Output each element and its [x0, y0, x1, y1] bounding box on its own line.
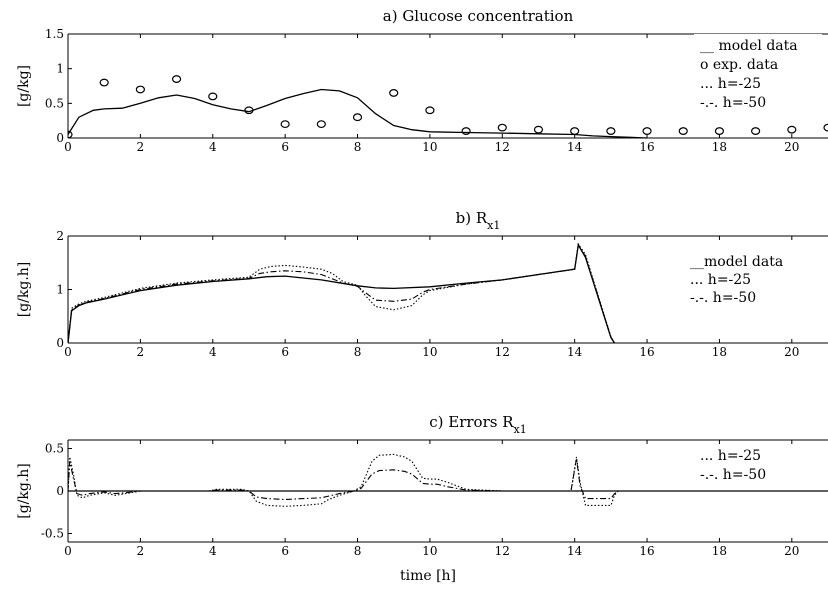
x-tick-label: 0 [64, 140, 72, 154]
series-line-h-25 [68, 242, 615, 344]
x-tick-label: 4 [209, 140, 217, 154]
x-tick-label: 16 [639, 140, 654, 154]
legend-entry: -.-. h=-50 [690, 290, 756, 306]
panel-title: c) Errors Rx1 [429, 413, 526, 436]
x-tick-label: 10 [422, 345, 437, 359]
y-tick-label: -0.5 [41, 527, 64, 541]
x-tick-label: 12 [495, 140, 510, 154]
x-tick-label: 2 [137, 140, 145, 154]
x-tick-label: 4 [209, 544, 217, 558]
panel-title-subscript: x1 [487, 219, 500, 232]
x-tick-label: 6 [281, 140, 289, 154]
data-point-exp-data [714, 127, 725, 135]
legend-entry: ... h=-25 [700, 448, 761, 464]
x-tick-label: 10 [422, 544, 437, 558]
x-tick-label: 8 [354, 140, 362, 154]
panel-3: c) Errors Rx1 [g/kg.h] 0 2 4 6 8 10 12 14 16 18 20 -0… [16, 413, 828, 584]
data-point-exp-data [751, 127, 761, 135]
x-tick-label: 18 [712, 140, 727, 154]
series-line-h-50 [68, 243, 615, 344]
x-tick-label: 8 [354, 345, 362, 359]
series-line-h-50 [68, 458, 828, 501]
x-tick-label: 16 [639, 544, 654, 558]
legend-background [694, 34, 822, 116]
data-point-exp-data [316, 120, 326, 129]
y-tick-label: 1 [56, 283, 64, 297]
y-tick-label: 1 [56, 62, 64, 76]
x-tick-label: 8 [354, 544, 362, 558]
data-point-exp-data [823, 123, 828, 132]
x-tick-label: 4 [209, 345, 217, 359]
panel-2: b) Rx1[g/kg.h]0 2 4 6 8 10 12 14 16 18 20012__mode… [16, 209, 828, 359]
data-point-exp-data [135, 85, 145, 94]
x-tick-label: 20 [784, 544, 799, 558]
panel-title-main: c) Errors R [429, 413, 514, 431]
x-tick-label: 2 [137, 345, 145, 359]
data-point-exp-data [678, 127, 688, 135]
data-point-exp-data [497, 123, 507, 132]
data-point-exp-data [787, 125, 797, 134]
data-point-exp-data [461, 127, 471, 135]
data-point-exp-data [99, 78, 109, 87]
panel-title: a) Glucose concentration [383, 7, 574, 25]
data-point-exp-data [171, 75, 182, 83]
x-tick-label: 0 [64, 544, 72, 558]
legend-entry: o exp. data [700, 57, 778, 73]
data-point-exp-data [280, 120, 290, 129]
x-tick-label: 18 [712, 544, 727, 558]
data-point-exp-data [570, 127, 580, 135]
y-tick-label: 0 [56, 484, 64, 498]
x-tick-label: 14 [567, 345, 583, 359]
y-axis-label: [g/kg] [16, 65, 32, 107]
series-line-model-data [68, 88, 648, 139]
data-point-exp-data [352, 113, 363, 122]
x-axis-label: time [h] [400, 568, 456, 584]
data-point-exp-data [208, 92, 218, 101]
legend-entry: -.-. h=-50 [700, 95, 766, 111]
x-tick-label: 12 [495, 544, 510, 558]
panel-1: a) Glucose concentration[g/kg]0 2 4 6 8 10 12 1… [16, 7, 828, 154]
panel-title-main: a) Glucose concentration [383, 7, 574, 25]
y-tick-label: 0 [56, 336, 64, 350]
x-tick-label: 10 [422, 140, 437, 154]
data-point-exp-data [642, 127, 652, 135]
x-tick-label: 0 [64, 345, 72, 359]
data-point-exp-data [425, 106, 435, 115]
y-axis-label: [g/kg.h] [16, 463, 32, 519]
x-tick-label: 14 [567, 544, 583, 558]
legend-entry: ... h=-25 [700, 76, 761, 92]
legend-entry: __model data [690, 254, 783, 270]
x-tick-label: 20 [784, 140, 799, 154]
data-point-exp-data [389, 89, 399, 97]
data-point-exp-data [244, 106, 254, 115]
legend-background [684, 250, 812, 310]
y-tick-label: 2 [56, 229, 64, 243]
x-tick-label: 6 [281, 544, 289, 558]
panel-title-subscript: x1 [514, 423, 527, 436]
x-tick-label: 18 [712, 345, 727, 359]
data-point-exp-data [68, 130, 73, 139]
series-line-model-data [68, 243, 616, 344]
y-tick-label: 0 [56, 131, 64, 145]
x-tick-label: 16 [639, 345, 654, 359]
panel-title: b) Rx1 [456, 209, 501, 232]
panel-title-main: b) R [456, 209, 488, 227]
legend-background [694, 444, 822, 488]
y-tick-label: 0.5 [45, 442, 64, 456]
legend-entry: __ model data [700, 38, 798, 54]
x-tick-label: 14 [567, 140, 583, 154]
x-tick-label: 2 [137, 544, 145, 558]
x-tick-label: 6 [281, 345, 289, 359]
data-point-exp-data [606, 127, 616, 135]
data-point-exp-data [533, 125, 544, 134]
y-tick-label: 0.5 [45, 96, 64, 110]
x-tick-label: 20 [784, 345, 799, 359]
y-tick-label: 1.5 [45, 27, 64, 41]
y-axis-label: [g/kg.h] [16, 262, 32, 318]
legend-entry: -.-. h=-50 [700, 467, 766, 483]
legend-entry: ... h=-25 [690, 272, 751, 288]
x-tick-label: 12 [495, 345, 510, 359]
